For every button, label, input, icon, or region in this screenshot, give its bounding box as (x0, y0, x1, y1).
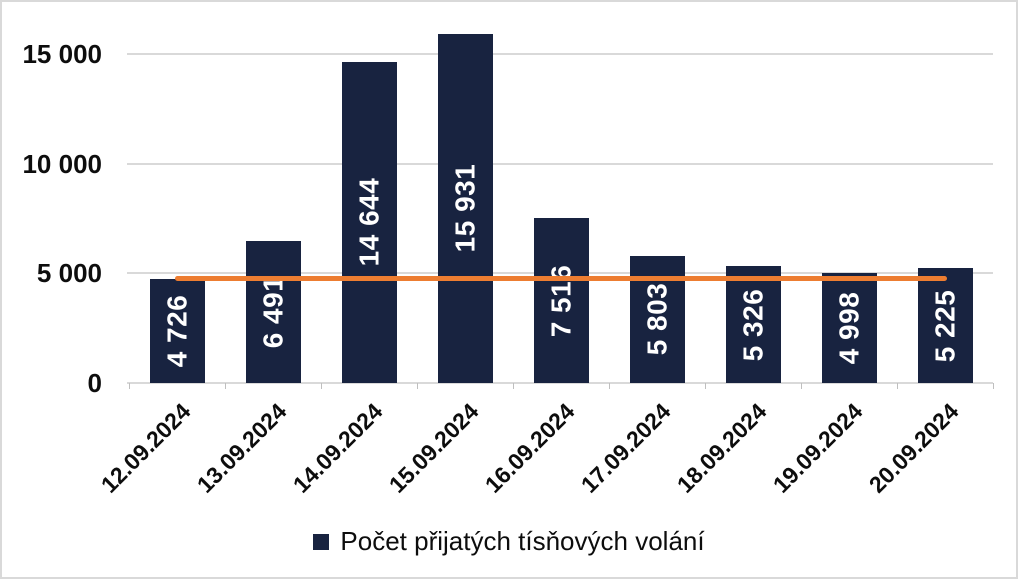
y-axis-tick-label: 15 000 (22, 38, 102, 69)
bar: 15 931 (437, 33, 493, 383)
x-axis-tick (897, 383, 898, 389)
bar-value-label: 14 644 (353, 178, 385, 267)
bar: 5 326 (725, 266, 781, 383)
bar: 6 491 (245, 240, 301, 383)
x-axis-line (127, 382, 993, 384)
x-axis-category-label: 19.09.2024 (767, 398, 868, 498)
x-axis-tick (705, 383, 706, 389)
x-axis-tick (129, 383, 130, 389)
x-axis-category-label: 17.09.2024 (575, 398, 676, 498)
bar-value-label: 5 803 (641, 283, 673, 356)
legend-label: Počet přijatých tísňových volání (340, 526, 705, 556)
x-axis-tick (225, 383, 226, 389)
bar: 4 998 (821, 273, 877, 383)
x-axis-tick (417, 383, 418, 389)
bar: 14 644 (341, 61, 397, 383)
legend: Počet přijatých tísňových volání (2, 526, 1016, 557)
bar: 4 726 (149, 279, 205, 383)
bar-value-label: 6 491 (257, 275, 289, 349)
bar: 5 225 (917, 268, 973, 383)
x-axis-category-label: 18.09.2024 (671, 398, 772, 498)
x-axis-tick (513, 383, 514, 389)
gridline (127, 52, 993, 55)
bar-value-label: 4 998 (833, 291, 865, 365)
bar-value-label: 5 225 (929, 289, 961, 362)
x-axis-category-label: 14.09.2024 (287, 398, 388, 498)
legend-marker-icon (313, 533, 330, 550)
x-axis-tick (609, 383, 610, 389)
bar-value-label: 4 726 (161, 294, 193, 368)
x-axis-tick (321, 383, 322, 389)
gridline (127, 162, 993, 165)
x-axis-tick (801, 383, 802, 389)
bar-value-label: 15 931 (449, 163, 481, 253)
x-axis-category-label: 15.09.2024 (383, 398, 484, 498)
x-axis-category-label: 12.09.2024 (95, 398, 196, 498)
reference-line (175, 275, 947, 281)
x-axis-category-label: 16.09.2024 (479, 398, 580, 498)
bar: 7 516 (533, 218, 589, 383)
x-axis-tick (993, 383, 994, 389)
bar: 5 803 (629, 255, 685, 383)
bar-value-label: 5 326 (737, 288, 769, 361)
y-axis-tick-label: 0 (87, 368, 102, 398)
x-axis-category-label: 13.09.2024 (191, 398, 292, 498)
x-axis-category-label: 20.09.2024 (863, 398, 964, 498)
y-axis-tick-label: 10 000 (22, 148, 102, 179)
y-axis-tick-label: 5 000 (36, 258, 102, 289)
